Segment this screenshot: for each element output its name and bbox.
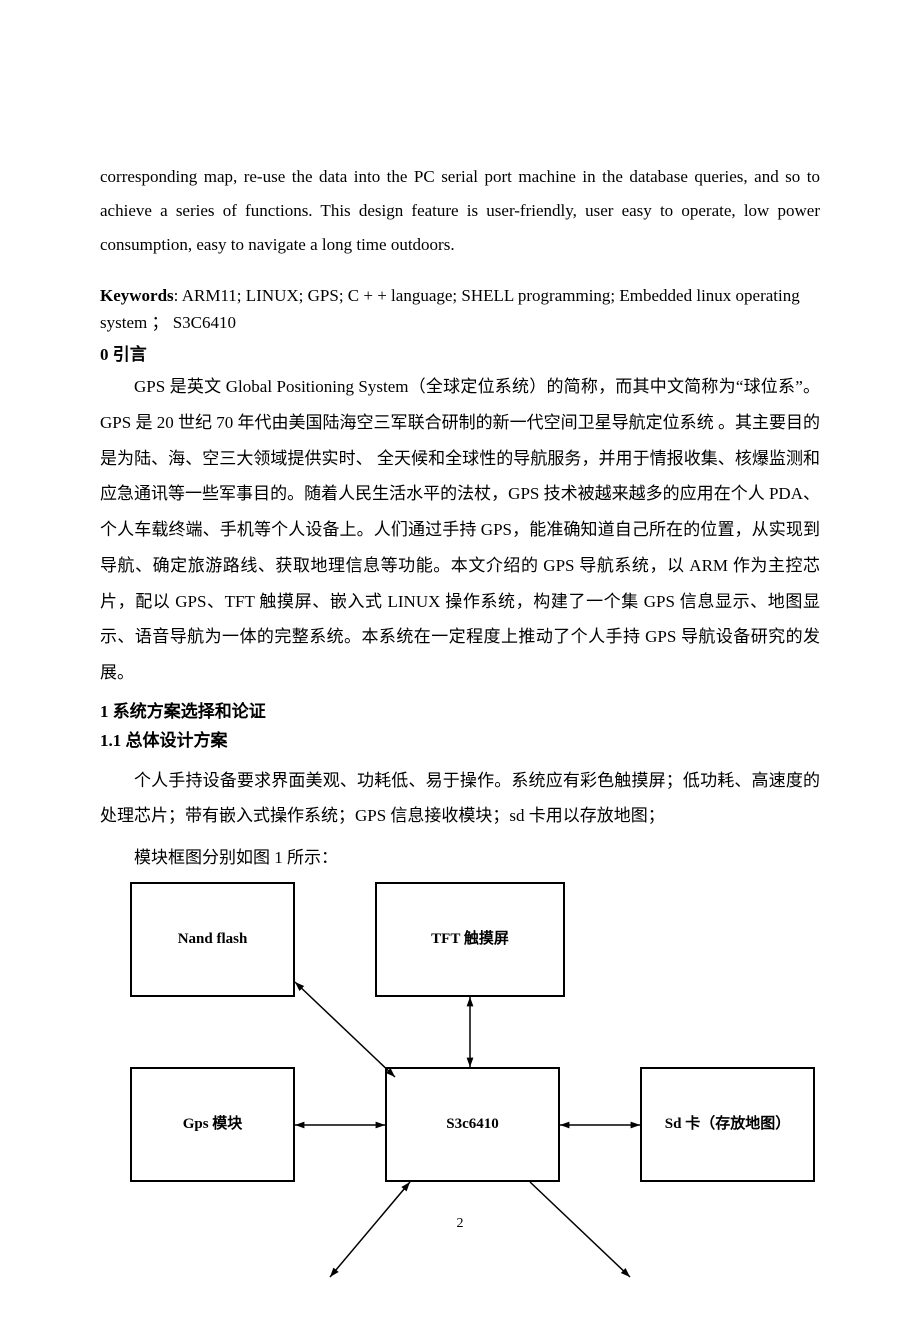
section-1-1-title: 1.1 总体设计方案: [100, 726, 820, 751]
section-0-para: GPS 是英文 Global Positioning System（全球定位系统…: [100, 369, 820, 690]
page-number: 2: [0, 1216, 920, 1232]
section-1-1-para1: 个人手持设备要求界面美观、功耗低、易于操作。系统应有彩色触摸屏；低功耗、高速度的…: [100, 763, 820, 834]
abstract-tail: corresponding map, re-use the data into …: [100, 160, 820, 262]
keywords-line: Keywords: ARM11; LINUX; GPS; C + + langu…: [100, 282, 820, 336]
keywords-text: : ARM11; LINUX; GPS; C + + language; SHE…: [100, 286, 800, 332]
section-0-title: 0 引言: [100, 340, 820, 365]
section-1-title: 1 系统方案选择和论证: [100, 697, 820, 722]
keywords-label: Keywords: [100, 286, 174, 305]
page: corresponding map, re-use the data into …: [0, 0, 920, 1322]
section-1-1-para2: 模块框图分别如图 1 所示：: [100, 840, 820, 876]
